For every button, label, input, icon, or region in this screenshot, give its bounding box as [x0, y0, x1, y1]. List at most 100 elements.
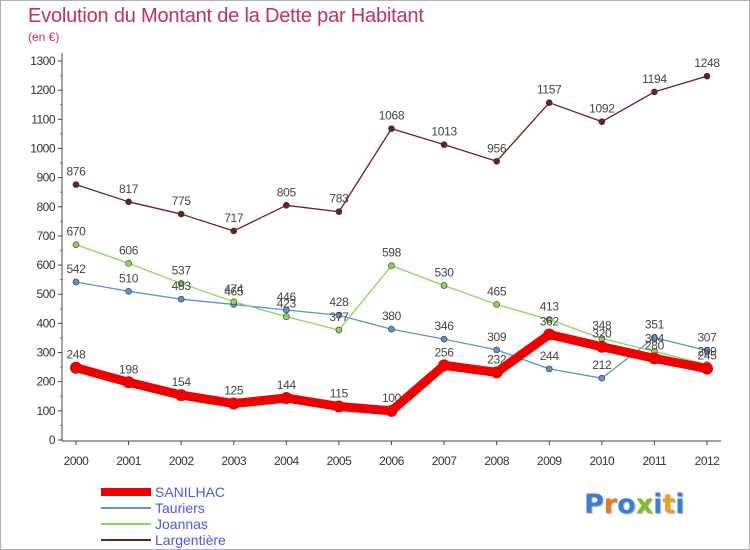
- data-label-sanilhac: 256: [435, 345, 455, 359]
- data-label-joannas: 348: [592, 319, 612, 333]
- data-point-joannas: [388, 262, 395, 269]
- y-tick-label: 0: [49, 433, 56, 447]
- data-label-tauriers: 542: [66, 262, 86, 276]
- data-point-joannas: [283, 313, 290, 320]
- data-point-tauriers: [125, 288, 132, 295]
- x-tick-label: 2004: [274, 454, 300, 468]
- data-label-joannas: 465: [487, 284, 507, 298]
- data-point-largentiere: [703, 72, 711, 80]
- legend-swatch: [101, 539, 151, 541]
- y-tick-label: 1100: [31, 112, 56, 126]
- x-tick-label: 2007: [432, 454, 458, 468]
- data-point-joannas: [72, 241, 80, 248]
- y-tick-label: 900: [36, 171, 55, 185]
- data-point-sanilhac: [122, 376, 135, 389]
- data-label-sanilhac: 198: [119, 362, 139, 376]
- data-point-largentiere: [283, 202, 290, 209]
- data-point-tauriers: [598, 374, 606, 382]
- y-tick-label: 700: [36, 229, 55, 243]
- y-tick-label: 100: [36, 404, 55, 418]
- data-point-tauriers: [493, 346, 500, 354]
- data-point-joannas: [440, 282, 448, 289]
- data-point-tauriers: [283, 306, 290, 314]
- y-tick-label: 1300: [30, 54, 56, 68]
- x-tick-label: 2001: [116, 454, 142, 468]
- data-label-tauriers: 212: [592, 358, 612, 372]
- data-label-largentiere: 1248: [694, 56, 720, 70]
- legend-label: SANILHAC: [155, 484, 226, 500]
- data-point-largentiere: [177, 210, 185, 218]
- data-point-tauriers: [440, 335, 448, 343]
- data-point-largentiere: [651, 88, 658, 96]
- data-label-tauriers: 465: [224, 284, 244, 298]
- data-label-joannas: 423: [277, 297, 297, 311]
- data-point-sanilhac: [175, 389, 188, 402]
- data-label-tauriers: 510: [119, 271, 139, 285]
- data-label-sanilhac: 154: [172, 375, 192, 389]
- data-label-sanilhac: 115: [330, 386, 349, 400]
- data-label-tauriers: 380: [382, 309, 402, 323]
- x-tick-label: 2010: [589, 454, 615, 468]
- data-point-sanilhac: [543, 328, 556, 341]
- data-label-largentiere: 817: [119, 182, 139, 196]
- data-point-sanilhac: [648, 352, 661, 365]
- legend-swatch: [101, 523, 151, 525]
- data-label-sanilhac: 280: [645, 338, 665, 352]
- axes: 0 100 200 300 400 500 600 700 800 900 1000 1100 1200…: [30, 53, 721, 468]
- legend: SANILHAC Tauriers Joannas Largentière: [101, 484, 301, 548]
- data-label-joannas: 537: [172, 263, 192, 277]
- data-label-joannas: 598: [382, 246, 402, 260]
- data-point-sanilhac: [438, 359, 451, 372]
- data-label-sanilhac: 362: [540, 314, 560, 328]
- data-label-sanilhac: 100: [382, 391, 402, 405]
- data-label-largentiere: 1157: [537, 83, 562, 97]
- data-point-sanilhac: [490, 366, 503, 379]
- y-tick-label: 600: [36, 258, 55, 272]
- data-label-sanilhac: 320: [592, 327, 612, 341]
- data-label-largentiere: 956: [487, 141, 507, 155]
- data-label-joannas: 304: [645, 331, 665, 345]
- legend-label: Tauriers: [155, 500, 205, 516]
- data-point-largentiere: [335, 208, 343, 216]
- data-point-tauriers: [388, 325, 395, 333]
- legend-item-sanilhac: SANILHAC: [101, 484, 301, 500]
- y-tick-label: 1000: [30, 141, 56, 155]
- y-tick-label: 200: [36, 375, 55, 389]
- data-label-sanilhac: 232: [487, 352, 507, 366]
- x-tick-label: 2008: [484, 454, 510, 468]
- data-label-tauriers: 307: [697, 330, 717, 344]
- data-label-largentiere: 783: [329, 192, 349, 206]
- legend-label: Largentière: [155, 532, 226, 548]
- data-label-joannas: 259: [697, 344, 717, 358]
- legend-swatch: [101, 488, 151, 496]
- x-tick-label: 2012: [695, 454, 721, 468]
- y-tick-label: 300: [36, 346, 55, 360]
- data-label-largentiere: 876: [66, 165, 86, 179]
- data-point-joannas: [125, 260, 132, 267]
- data-label-largentiere: 1068: [379, 109, 405, 123]
- data-label-joannas: 606: [119, 243, 139, 257]
- x-tick-label: 2009: [537, 454, 563, 468]
- data-label-largentiere: 1194: [642, 72, 667, 86]
- data-label-joannas: 377: [329, 310, 349, 324]
- data-label-sanilhac: 248: [66, 348, 86, 362]
- data-label-joannas: 474: [224, 282, 244, 296]
- data-point-tauriers: [177, 295, 185, 303]
- x-tick-label: 2000: [64, 454, 90, 468]
- data-point-largentiere: [440, 141, 448, 148]
- legend-label: Joannas: [155, 516, 208, 532]
- data-label-tauriers: 346: [435, 319, 455, 333]
- data-point-largentiere: [493, 157, 500, 165]
- data-label-tauriers: 351: [645, 318, 665, 332]
- y-tick-label: 1200: [30, 83, 56, 97]
- data-label-largentiere: 717: [224, 211, 244, 225]
- data-label-joannas: 413: [540, 300, 560, 314]
- data-point-sanilhac: [595, 340, 608, 353]
- data-label-sanilhac: 245: [697, 349, 717, 363]
- chart-title: Evolution du Montant de la Dette par Hab…: [28, 5, 424, 27]
- data-point-sanilhac: [385, 404, 398, 417]
- data-point-largentiere: [598, 118, 606, 125]
- data-label-largentiere: 1092: [589, 102, 615, 116]
- legend-item-largentiere: Largentière: [101, 532, 301, 548]
